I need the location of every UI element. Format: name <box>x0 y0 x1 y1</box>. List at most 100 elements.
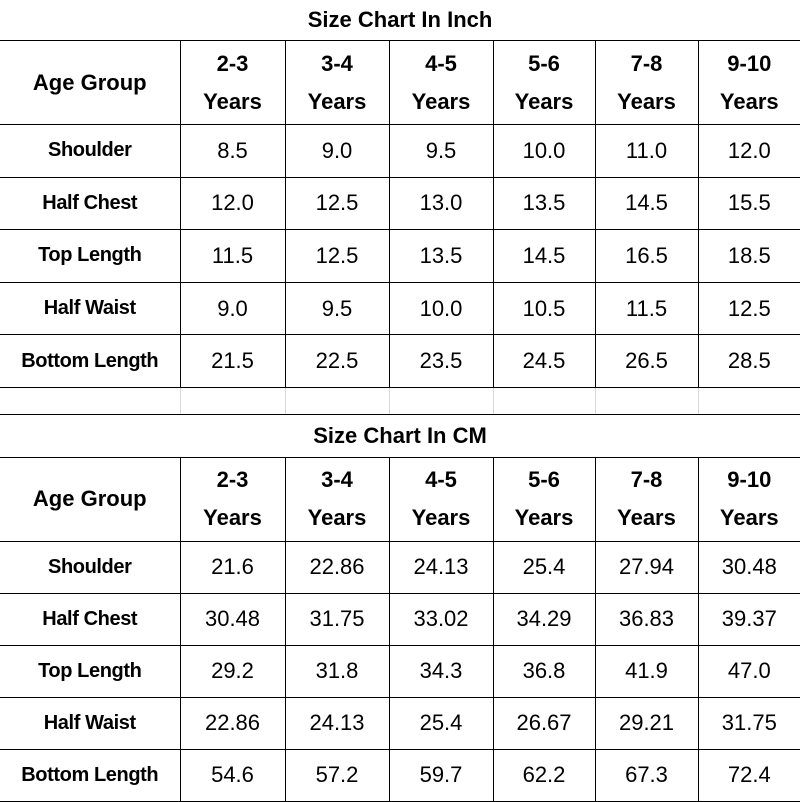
value-cell: 25.4 <box>389 697 493 749</box>
value-cell: 39.37 <box>698 593 800 645</box>
value-cell: 27.94 <box>595 541 698 593</box>
value-cell: 31.75 <box>698 697 800 749</box>
row-label: Half Chest <box>0 593 180 645</box>
empty-cell <box>389 387 493 414</box>
value-cell: 30.48 <box>180 593 285 645</box>
value-cell: 54.6 <box>180 749 285 801</box>
value-cell: 14.5 <box>493 230 595 283</box>
value-cell: 9.0 <box>285 125 389 178</box>
row-label: Half Waist <box>0 282 180 335</box>
value-cell: 26.5 <box>595 335 698 388</box>
title-row: Size Chart In CM <box>0 414 800 457</box>
value-cell: 24.13 <box>285 697 389 749</box>
value-cell: 36.8 <box>493 645 595 697</box>
value-cell: 41.9 <box>595 645 698 697</box>
value-cell: 16.5 <box>595 230 698 283</box>
value-cell: 11.5 <box>180 230 285 283</box>
age-unit: Years <box>181 83 285 121</box>
value-cell: 9.5 <box>285 282 389 335</box>
value-cell: 9.0 <box>180 282 285 335</box>
value-cell: 30.48 <box>698 541 800 593</box>
empty-cell <box>595 387 698 414</box>
age-unit: Years <box>390 83 493 121</box>
value-cell: 57.2 <box>285 749 389 801</box>
value-cell: 34.29 <box>493 593 595 645</box>
age-range: 3-4 <box>286 461 389 499</box>
value-cell: 21.5 <box>180 335 285 388</box>
value-cell: 12.5 <box>698 282 800 335</box>
title-row: Size Chart In Inch <box>0 0 800 41</box>
value-cell: 26.67 <box>493 697 595 749</box>
value-cell: 12.5 <box>285 230 389 283</box>
age-unit: Years <box>286 499 389 537</box>
value-cell: 12.0 <box>180 177 285 230</box>
value-cell: 11.5 <box>595 282 698 335</box>
row-label: Half Waist <box>0 697 180 749</box>
value-cell: 31.8 <box>285 645 389 697</box>
value-cell: 14.5 <box>595 177 698 230</box>
empty-cell <box>180 387 285 414</box>
table-title: Size Chart In CM <box>0 414 800 457</box>
age-unit: Years <box>699 83 800 121</box>
age-unit: Years <box>494 499 595 537</box>
age-unit: Years <box>286 83 389 121</box>
value-cell: 47.0 <box>698 645 800 697</box>
row-label: Top Length <box>0 645 180 697</box>
value-cell: 15.5 <box>698 177 800 230</box>
header-label: Age Group <box>0 457 180 541</box>
value-cell: 36.83 <box>595 593 698 645</box>
value-cell: 23.5 <box>389 335 493 388</box>
row-label: Shoulder <box>0 125 180 178</box>
row-label: Bottom Length <box>0 335 180 388</box>
value-cell: 10.0 <box>389 282 493 335</box>
age-unit: Years <box>494 83 595 121</box>
age-unit: Years <box>181 499 285 537</box>
value-cell: 29.21 <box>595 697 698 749</box>
empty-cell <box>493 387 595 414</box>
age-range: 4-5 <box>390 461 493 499</box>
value-cell: 34.3 <box>389 645 493 697</box>
value-cell: 12.5 <box>285 177 389 230</box>
value-cell: 72.4 <box>698 749 800 801</box>
row-label: Top Length <box>0 230 180 283</box>
value-cell: 11.0 <box>595 125 698 178</box>
age-range: 4-5 <box>390 45 493 83</box>
empty-cell <box>0 387 180 414</box>
empty-cell <box>698 387 800 414</box>
age-unit: Years <box>596 83 698 121</box>
value-cell: 67.3 <box>595 749 698 801</box>
row-label: Half Chest <box>0 177 180 230</box>
age-unit: Years <box>699 499 800 537</box>
value-cell: 10.5 <box>493 282 595 335</box>
value-cell: 31.75 <box>285 593 389 645</box>
value-cell: 21.6 <box>180 541 285 593</box>
age-range: 2-3 <box>181 461 285 499</box>
row-label: Bottom Length <box>0 749 180 801</box>
row-label: Shoulder <box>0 541 180 593</box>
value-cell: 25.4 <box>493 541 595 593</box>
